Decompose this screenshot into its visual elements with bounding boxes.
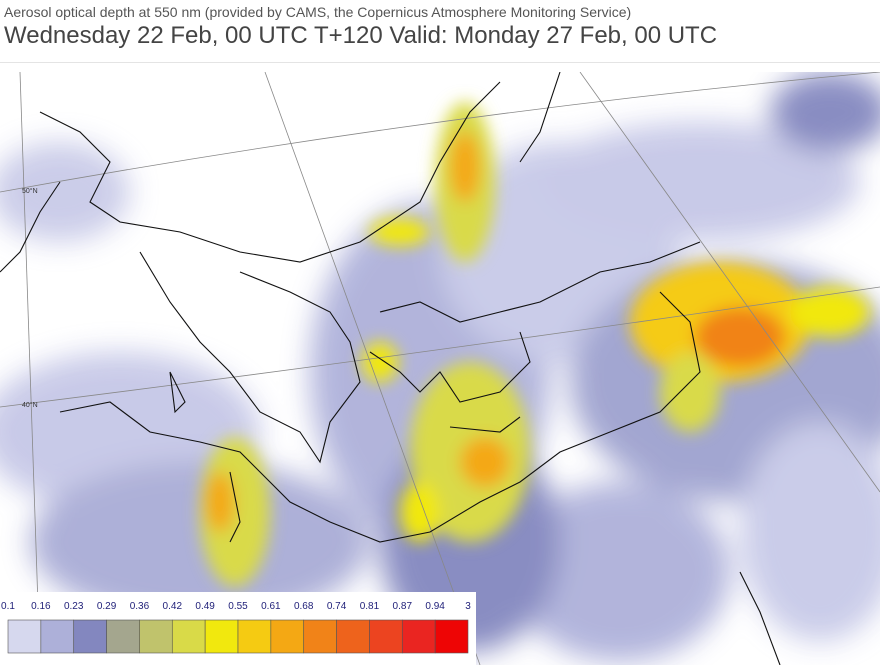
legend-swatch bbox=[401, 619, 436, 654]
legend-swatch bbox=[336, 619, 370, 654]
legend-swatch bbox=[204, 619, 239, 654]
legend-label: 0.49 bbox=[195, 601, 215, 612]
subtitle: Wednesday 22 Feb, 00 UTC T+120 Valid: Mo… bbox=[4, 22, 718, 49]
legend-label: 0.16 bbox=[31, 601, 51, 612]
legend-label: 0.87 bbox=[393, 601, 413, 612]
legend-swatch bbox=[73, 619, 107, 654]
legend-swatch bbox=[237, 619, 272, 654]
legend-label: 0.68 bbox=[294, 601, 314, 612]
map: 50°N 40°N 0.1 0.16 0.23 0.29 0.36 0.42 0.49 0.5… bbox=[0, 72, 880, 665]
legend-label: 0.74 bbox=[327, 601, 347, 612]
legend-swatch bbox=[171, 619, 206, 654]
grid-label: 50°N bbox=[22, 187, 38, 195]
legend-swatch bbox=[434, 619, 469, 654]
legend-label: 0.55 bbox=[228, 601, 248, 612]
legend-swatch bbox=[7, 619, 42, 654]
legend-label: 0.42 bbox=[163, 601, 183, 612]
legend-label: 0.23 bbox=[64, 601, 84, 612]
legend: 0.1 0.16 0.23 0.29 0.36 0.42 0.49 0.55 0.61 0.68 0… bbox=[0, 592, 476, 665]
divider bbox=[0, 62, 880, 63]
legend-swatch bbox=[106, 619, 140, 654]
legend-label: 0.81 bbox=[360, 601, 380, 612]
legend-label: 0.1 bbox=[1, 601, 15, 612]
legend-label: 0.94 bbox=[425, 601, 445, 612]
legend-label: 0.36 bbox=[130, 601, 150, 612]
legend-label: 0.61 bbox=[261, 601, 281, 612]
legend-label: 0.29 bbox=[97, 601, 117, 612]
legend-swatch bbox=[303, 619, 337, 654]
legend-swatch bbox=[270, 619, 305, 654]
legend-swatch bbox=[139, 619, 173, 654]
legend-label: 3 bbox=[465, 601, 471, 612]
aerosol-field: 50°N 40°N bbox=[0, 72, 880, 665]
title: Aerosol optical depth at 550 nm (provide… bbox=[4, 4, 632, 20]
legend-swatch bbox=[40, 619, 75, 654]
grid-label: 40°N bbox=[22, 401, 38, 409]
legend-swatch bbox=[369, 619, 403, 654]
